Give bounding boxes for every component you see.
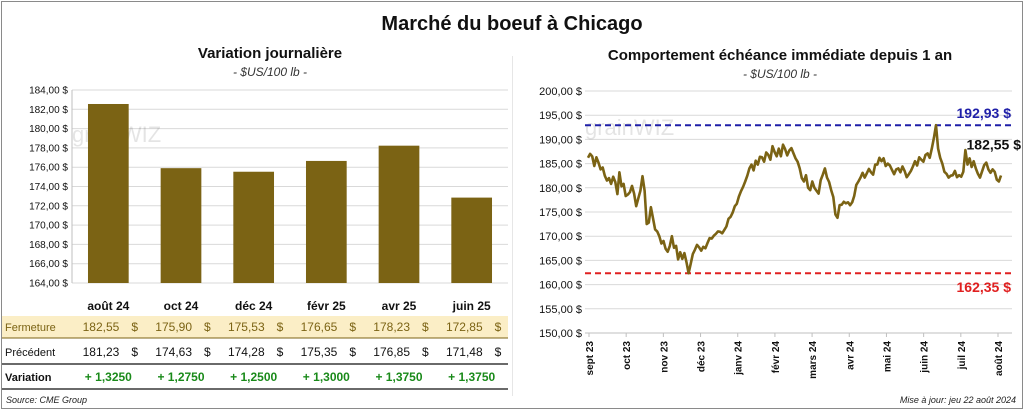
table-cell-value: 174,28 [228,345,265,359]
watermark: grainWIZ [585,115,674,140]
y-tick-label: 184,00 $ [29,86,68,97]
y-tick-label: 182,00 $ [29,105,68,116]
table-cell-currency: $ [204,320,211,334]
left-chart-title: Variation journalière [197,45,343,62]
y-tick-label: 190,00 $ [539,134,582,146]
table-cell-value: 176,65 [301,320,338,334]
y-tick-label: 172,00 $ [29,201,68,212]
table-cell-value: 171,48 [446,345,483,359]
x-tick-label: avr 25 [382,299,417,313]
x-tick-label: mars 24 [808,341,819,379]
y-tick-label: 175,00 $ [539,207,582,219]
y-tick-label: 170,00 $ [539,231,582,243]
table-cell-currency: $ [131,345,138,359]
y-tick-label: 174,00 $ [29,182,68,193]
update-note: Mise à jour: jeu 22 août 2024 [899,395,1016,405]
y-tick-label: 185,00 $ [539,159,582,171]
table-cell-currency: $ [495,345,502,359]
table-cell-currency: $ [349,345,356,359]
table-cell-value: 174,63 [155,345,192,359]
table-cell-value: + 1,3750 [448,370,495,384]
y-tick-label: 155,00 $ [539,304,582,316]
table-cell-value: 178,23 [373,320,410,334]
table-cell-value: 181,23 [83,345,120,359]
bar [160,168,202,283]
table-cell-value: + 1,2750 [157,370,204,384]
table-cell-value: + 1,2500 [230,370,277,384]
x-tick-label: août 24 [994,341,1005,376]
source-note: Source: CME Group [6,395,88,405]
x-tick-label: juil 24 [957,341,968,371]
table-row-label: Variation [5,372,52,384]
x-tick-label: févr 24 [771,341,782,374]
x-tick-label: avr 24 [845,341,856,370]
table-row-highlight [2,316,508,338]
x-tick-label: juin 25 [452,299,491,313]
x-tick-label: déc 24 [235,299,273,313]
right-chart-unit: - $US/100 lb - [742,67,818,81]
y-tick-label: 166,00 $ [29,259,68,270]
x-tick-label: janv 24 [734,341,745,376]
y-tick-label: 170,00 $ [29,221,68,232]
y-tick-label: 165,00 $ [539,255,582,267]
max-label: 192,93 $ [957,105,1012,121]
table-cell-currency: $ [495,320,502,334]
x-tick-label: juin 24 [920,341,931,374]
x-tick-label: nov 23 [659,341,670,373]
table-cell-value: 182,55 [83,320,120,334]
page-title: Marché du boeuf à Chicago [381,13,643,35]
left-chart-unit: - $US/100 lb - [232,65,308,79]
y-tick-label: 176,00 $ [29,163,68,174]
right-chart-title: Comportement échéance immédiate depuis 1… [607,47,953,64]
bar [305,160,347,283]
table-cell-value: + 1,3750 [375,370,422,384]
table-cell-currency: $ [349,320,356,334]
table-row-label: Fermeture [5,322,56,334]
table-cell-currency: $ [277,345,284,359]
y-tick-label: 195,00 $ [539,110,582,122]
bar [378,145,420,283]
x-tick-label: févr 25 [307,299,346,313]
y-tick-label: 180,00 $ [539,183,582,195]
table-cell-currency: $ [204,345,211,359]
table-cell-value: 172,85 [446,320,483,334]
y-tick-label: 180,00 $ [29,124,68,135]
x-tick-label: oct 24 [164,299,199,313]
table-cell-value: + 1,3250 [85,370,132,384]
x-tick-label: déc 23 [697,341,708,373]
y-tick-label: 160,00 $ [539,280,582,292]
table-cell-currency: $ [422,345,429,359]
table-cell-value: 176,85 [373,345,410,359]
table-cell-currency: $ [131,320,138,334]
table-cell-value: 175,90 [155,320,192,334]
price-line [586,123,1003,275]
panel-divider [512,56,513,396]
x-tick-label: août 24 [87,299,129,313]
last-value-label: 182,55 $ [967,136,1022,152]
table-cell-value: 175,35 [301,345,338,359]
min-label: 162,35 $ [957,279,1012,295]
table-cell-currency: $ [422,320,429,334]
left-bar-chart: 164,00 $ 166,00 $ 168,00 $ 170,00 $ 172,00 $… [2,86,508,390]
y-tick-label: 168,00 $ [29,240,68,251]
x-tick-label: sept 23 [585,341,596,376]
table-cell-value: + 1,3000 [303,370,350,384]
x-tick-label: oct 23 [622,341,633,370]
table-cell-value: 175,53 [228,320,265,334]
y-tick-label: 150,00 $ [539,328,582,340]
bar [233,171,275,283]
y-tick-label: 164,00 $ [29,279,68,290]
bar [87,103,129,284]
table-row-label: Précédent [5,347,55,359]
bar [451,197,493,283]
y-tick-label: 178,00 $ [29,143,68,154]
x-tick-label: mai 24 [882,341,893,373]
y-tick-label: 200,00 $ [539,86,582,98]
table-cell-currency: $ [277,320,284,334]
